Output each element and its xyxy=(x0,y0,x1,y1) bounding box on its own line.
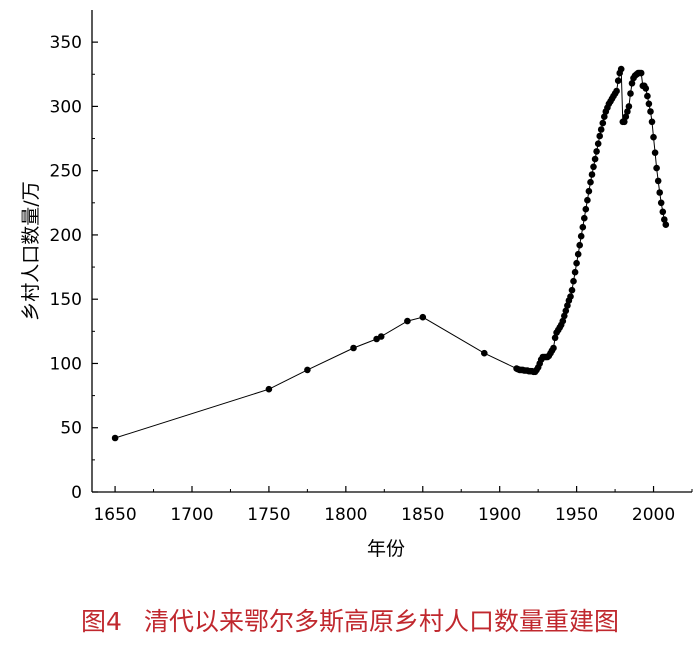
data-point xyxy=(561,312,568,320)
data-point xyxy=(601,113,608,120)
data-point xyxy=(627,90,634,97)
data-point xyxy=(593,148,600,155)
y-ticks: 0 50 100 150 200 250 300 350 xyxy=(50,33,98,503)
data-point xyxy=(551,334,559,342)
data-point xyxy=(562,307,570,315)
data-point xyxy=(661,216,668,223)
data-point xyxy=(642,85,650,92)
data-point xyxy=(597,126,605,133)
y-tick-label: 200 xyxy=(50,226,82,246)
data-point xyxy=(574,250,582,258)
y-tick-label: 100 xyxy=(50,354,82,374)
data-point xyxy=(659,208,667,216)
figure-title: 清代以来鄂尔多斯高原乡村人口数量重建图 xyxy=(143,607,619,636)
x-tick-label: 1850 xyxy=(401,505,444,525)
data-point xyxy=(614,77,622,84)
data-point xyxy=(654,177,662,185)
data-point xyxy=(637,69,645,77)
x-ticks: 1650 1700 1750 1800 1850 1900 1950 2000 xyxy=(93,486,693,525)
data-point xyxy=(650,133,657,141)
figure-number: 图4 xyxy=(81,607,122,636)
data-point xyxy=(559,317,567,325)
data-point xyxy=(599,119,607,127)
data-point xyxy=(573,259,580,267)
data-point xyxy=(653,164,660,172)
data-point xyxy=(613,87,620,95)
data-point xyxy=(568,286,576,294)
data-point xyxy=(662,221,670,228)
x-tick-label: 1750 xyxy=(247,505,290,525)
x-axis-label: 年份 xyxy=(367,538,405,560)
x-tick-label: 1650 xyxy=(93,505,136,525)
data-point xyxy=(581,214,588,222)
data-point xyxy=(617,65,625,73)
data-point xyxy=(585,187,593,195)
data-point xyxy=(584,196,591,204)
series-points xyxy=(111,65,670,442)
data-point xyxy=(304,366,311,374)
data-point xyxy=(571,268,579,276)
data-point xyxy=(651,149,659,156)
x-tick-label: 1700 xyxy=(170,505,213,525)
data-point xyxy=(621,118,628,126)
data-point xyxy=(656,189,663,196)
y-tick-label: 50 xyxy=(60,419,82,439)
data-point xyxy=(596,132,603,140)
x-tick-label: 1950 xyxy=(555,505,598,525)
y-tick-label: 0 xyxy=(71,483,82,503)
data-point xyxy=(579,223,587,231)
data-point xyxy=(419,313,427,321)
data-point xyxy=(594,140,602,147)
data-point xyxy=(570,277,577,285)
data-point xyxy=(644,92,651,100)
y-tick-label: 350 xyxy=(50,33,82,53)
x-tick-label: 1800 xyxy=(324,505,367,525)
data-point xyxy=(591,155,599,163)
plot-area: 0 50 100 150 200 250 300 350 1650 1700 1750 1800 18… xyxy=(50,10,693,525)
data-point xyxy=(648,118,656,126)
series-line xyxy=(114,68,667,439)
y-tick-label: 250 xyxy=(50,162,82,182)
data-point xyxy=(645,100,653,108)
data-point xyxy=(647,108,654,115)
y-tick-label: 300 xyxy=(50,97,82,117)
figure-caption: 图4 清代以来鄂尔多斯高原乡村人口数量重建图 xyxy=(0,602,700,638)
data-point xyxy=(265,385,273,393)
data-point xyxy=(628,80,636,87)
data-point xyxy=(582,205,590,213)
data-point xyxy=(576,241,583,249)
data-point xyxy=(481,349,488,357)
data-point xyxy=(350,344,357,352)
data-point xyxy=(550,344,557,352)
data-point xyxy=(657,199,665,207)
data-point xyxy=(622,113,630,120)
data-point xyxy=(588,171,596,178)
data-point xyxy=(625,103,633,110)
x-tick-label: 2000 xyxy=(632,505,675,525)
data-point xyxy=(404,317,411,325)
data-point xyxy=(624,108,631,115)
y-tick-label: 150 xyxy=(50,290,82,310)
data-point xyxy=(577,232,585,240)
x-tick-label: 1900 xyxy=(478,505,521,525)
data-point xyxy=(111,434,119,442)
y-axis-label: 乡村人口数量/万 xyxy=(20,181,42,320)
data-point xyxy=(567,293,574,300)
data-point xyxy=(564,302,571,309)
data-point xyxy=(590,163,597,171)
data-point xyxy=(377,333,385,340)
data-point xyxy=(587,178,594,186)
